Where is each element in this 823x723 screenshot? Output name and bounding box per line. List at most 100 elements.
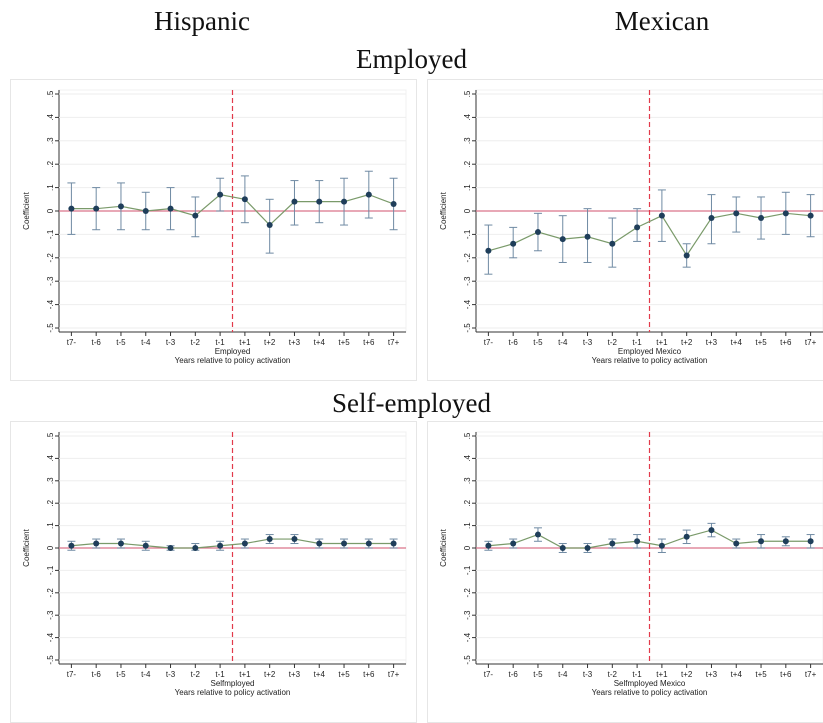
y-tick-label: .2 <box>46 160 55 167</box>
y-tick-label: 0 <box>463 208 472 213</box>
series-line <box>488 529 811 549</box>
data-point <box>782 210 789 217</box>
x-tick-label: t+1 <box>239 670 251 679</box>
y-tick-label: -.5 <box>463 323 472 333</box>
y-tick-label: -.5 <box>463 655 472 665</box>
data-point <box>390 200 397 207</box>
data-point <box>534 229 541 236</box>
x-tick-label: t7+ <box>388 670 400 679</box>
data-point <box>683 533 690 540</box>
x-tick-label: t+6 <box>363 338 375 347</box>
x-tick-label: t+3 <box>706 338 718 347</box>
x-tick-label: t-4 <box>141 338 151 347</box>
x-tick-label: t-1 <box>632 338 642 347</box>
data-point <box>485 247 492 254</box>
x-axis-title: Selfmployed Mexico <box>614 679 686 688</box>
data-point <box>93 205 100 212</box>
data-point <box>634 538 641 545</box>
y-tick-label: -.2 <box>46 588 55 598</box>
x-tick-label: t+5 <box>755 338 767 347</box>
x-tick-label: t-2 <box>191 338 201 347</box>
y-tick-label: -.2 <box>46 253 55 263</box>
x-tick-label: t+4 <box>731 338 743 347</box>
x-tick-label: t-1 <box>215 670 225 679</box>
data-point <box>266 222 273 229</box>
y-axis-title: Coefficient <box>22 191 31 229</box>
chart-panel-employed-hispanic: .5 .4 .3 .2 .1 0 -.1 -.2 -.3 -.4 -.5 Coefficient t7-… <box>10 79 417 381</box>
y-tick-label: .5 <box>463 432 472 439</box>
y-tick-label: -.3 <box>463 276 472 286</box>
data-point <box>733 540 740 547</box>
chart-svg-employed-mexican: .5 .4 .3 .2 .1 0 -.1 -.2 -.3 -.4 -.5 Coefficient t7-… <box>439 89 823 365</box>
data-point <box>192 212 199 219</box>
y-tick-label: 0 <box>46 545 55 550</box>
data-point <box>365 540 372 547</box>
data-point <box>658 212 665 219</box>
x-tick-label: t7- <box>67 670 77 679</box>
x-tick-label: t7- <box>484 670 494 679</box>
column-title-mexican: Mexican <box>614 6 710 36</box>
y-axis-title: Coefficient <box>439 528 448 566</box>
y-tick-label: -.5 <box>46 323 55 333</box>
y-tick-label: -.3 <box>463 610 472 620</box>
data-point <box>534 531 541 538</box>
chart-svg-employed-hispanic: .5 .4 .3 .2 .1 0 -.1 -.2 -.3 -.4 -.5 Coefficient t7-… <box>22 89 407 365</box>
data-point <box>142 542 149 549</box>
y-tick-label: -.1 <box>46 565 55 575</box>
y-tick-label: .3 <box>46 477 55 484</box>
y-tick-label: -.3 <box>46 610 55 620</box>
y-tick-label: -.3 <box>46 276 55 286</box>
data-point <box>142 208 149 214</box>
data-point <box>291 198 298 205</box>
y-tick-label: -.5 <box>46 655 55 665</box>
x-tick-label: t-5 <box>116 670 126 679</box>
data-point <box>341 198 348 205</box>
data-point <box>365 191 372 198</box>
x-tick-label: t+1 <box>656 670 668 679</box>
x-tick-label: t7+ <box>805 338 817 347</box>
x-tick-label: t+6 <box>780 338 792 347</box>
data-point <box>658 542 665 549</box>
series-line <box>71 193 394 226</box>
x-tick-label: t+4 <box>731 670 743 679</box>
x-tick-label: t+5 <box>338 338 350 347</box>
x-tick-label: t-2 <box>191 670 201 679</box>
y-tick-label: .5 <box>46 432 55 439</box>
data-point <box>733 210 740 217</box>
series-line <box>71 538 394 549</box>
y-tick-label: .1 <box>463 522 472 529</box>
x-tick-label: t-6 <box>92 338 102 347</box>
x-tick-label: t+5 <box>755 670 767 679</box>
x-tick-label: t7+ <box>388 338 400 347</box>
chart-panel-employed-mexican: .5 .4 .3 .2 .1 0 -.1 -.2 -.3 -.4 -.5 Coefficient t7-… <box>427 79 823 381</box>
x-tick-label: t-3 <box>166 338 176 347</box>
x-tick-label: t+2 <box>681 338 693 347</box>
y-tick-label: .3 <box>463 137 472 144</box>
series-line <box>488 212 811 257</box>
x-tick-label: t-6 <box>509 670 519 679</box>
y-tick-label: .1 <box>46 184 55 191</box>
data-point <box>559 545 566 551</box>
x-tick-label: t7- <box>484 338 494 347</box>
x-tick-label: t-6 <box>509 338 519 347</box>
x-tick-label: t+2 <box>681 670 693 679</box>
x-tick-label: t-1 <box>215 338 225 347</box>
section-title-self-employed: Self-employed <box>332 388 491 418</box>
data-point <box>584 545 591 551</box>
data-point <box>266 536 273 543</box>
x-tick-label: t-4 <box>558 670 568 679</box>
data-point <box>316 198 323 205</box>
x-tick-label: t+2 <box>264 338 276 347</box>
y-tick-label: .4 <box>463 455 472 462</box>
column-title-hispanic: Hispanic <box>154 6 250 36</box>
x-tick-label: t-1 <box>632 670 642 679</box>
data-point <box>708 527 715 534</box>
data-point <box>510 540 517 547</box>
data-point <box>68 542 75 549</box>
y-tick-label: 0 <box>463 545 472 550</box>
x-axis-subtitle: Years relative to policy activation <box>592 356 708 365</box>
y-axis-title: Coefficient <box>439 191 448 229</box>
chart-svg-selfemployed-mexican: .5 .4 .3 .2 .1 0 -.1 -.2 -.3 -.4 -.5 Coefficient t7-… <box>439 431 823 697</box>
data-point <box>241 540 248 547</box>
data-point <box>93 540 100 547</box>
